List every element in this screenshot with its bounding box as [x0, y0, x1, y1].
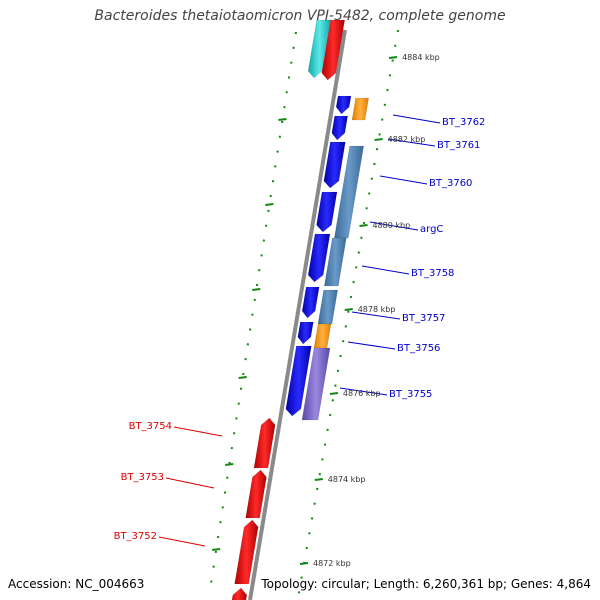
- feature-purple-3755[interactable]: [301, 347, 331, 421]
- topology-text: Topology: circular; Length: 6,260,361 bp…: [261, 577, 591, 591]
- ruler-tick-label: 4882 kbp: [387, 135, 426, 144]
- inner-major-tick: [388, 56, 398, 59]
- ruler-tick-label: 4876 kbp: [342, 389, 381, 398]
- genome-title: Bacteroides thetaiotaomicron VPI-5482, c…: [94, 8, 506, 24]
- outer-major-tick: [225, 463, 234, 466]
- cds-blue-3760b[interactable]: [316, 191, 338, 233]
- gene-leader-line: [165, 477, 215, 489]
- gene-leader-line: [347, 341, 396, 350]
- cds-blue-3756[interactable]: [297, 321, 314, 345]
- genome-backbone: [248, 29, 347, 600]
- ruler-tick-label: 4872 kbp: [312, 559, 351, 568]
- feature-steelblue-argC[interactable]: [324, 237, 347, 287]
- inner-major-tick: [359, 224, 368, 227]
- inner-major-tick: [314, 478, 323, 481]
- cds-blue-3755[interactable]: [285, 345, 312, 417]
- inner-ruler-dots: [297, 29, 399, 599]
- cds-red-3754[interactable]: [253, 417, 276, 469]
- feature-orange-3756[interactable]: [313, 323, 332, 349]
- gene-leader-line: [158, 536, 206, 547]
- accession-text: Accession: NC_004663: [8, 577, 145, 591]
- cds-blue-3760a[interactable]: [323, 141, 346, 189]
- outer-major-tick: [252, 288, 261, 291]
- gene-label-bt-3761[interactable]: BT_3761: [437, 140, 481, 151]
- cds-cyan-top[interactable]: [307, 19, 331, 79]
- gene-leader-line: [369, 221, 419, 231]
- cds-blue-3761[interactable]: [331, 115, 348, 141]
- gene-label-bt-3756[interactable]: BT_3756: [397, 343, 441, 354]
- gene-label-bt-3758[interactable]: BT_3758: [411, 268, 455, 279]
- cds-blue-argC[interactable]: [307, 233, 331, 283]
- gene-leader-line: [379, 175, 428, 185]
- gene-leader-line: [351, 311, 401, 320]
- gene-label-bt-3757[interactable]: BT_3757: [402, 313, 446, 324]
- feature-steelblue-3757[interactable]: [317, 289, 338, 325]
- gene-leader-line: [361, 265, 410, 275]
- cds-blue-3762[interactable]: [335, 95, 352, 115]
- ruler-tick-label: 4878 kbp: [357, 305, 396, 314]
- gene-leader-line: [339, 387, 388, 396]
- ruler-tick-label: 4884 kbp: [402, 53, 440, 62]
- cds-red-3753[interactable]: [245, 469, 267, 519]
- gene-label-bt-3762[interactable]: BT_3762: [442, 117, 486, 128]
- ruler-tick-label: 4874 kbp: [327, 475, 366, 484]
- gene-label-bt-3753[interactable]: BT_3753: [120, 472, 164, 483]
- outer-major-tick: [278, 118, 287, 121]
- ruler-tick-label: 4880 kbp: [372, 221, 411, 230]
- outer-major-tick: [212, 548, 221, 551]
- gene-label-bt-3752[interactable]: BT_3752: [113, 531, 157, 542]
- gene-label-bt-3754[interactable]: BT_3754: [128, 421, 172, 432]
- inner-major-tick: [344, 308, 353, 311]
- outer-major-tick: [265, 203, 274, 206]
- gene-leader-line: [173, 426, 223, 437]
- gene-leader-line: [392, 114, 441, 124]
- cds-red-bottom[interactable]: [229, 587, 248, 600]
- gene-label-argc[interactable]: argC: [420, 224, 444, 235]
- feature-steelblue-3760[interactable]: [334, 145, 364, 239]
- gene-leader-line: [387, 138, 436, 147]
- feature-orange-3762[interactable]: [351, 97, 369, 121]
- cds-red-3752[interactable]: [234, 519, 259, 585]
- cds-blue-3757[interactable]: [301, 286, 320, 319]
- inner-major-tick: [374, 138, 383, 141]
- gene-label-bt-3760[interactable]: BT_3760: [429, 178, 473, 189]
- gene-label-bt-3755[interactable]: BT_3755: [389, 389, 433, 400]
- inner-major-tick: [329, 392, 339, 395]
- inner-major-tick: [299, 562, 309, 565]
- outer-major-tick: [238, 376, 247, 379]
- cds-red-top[interactable]: [321, 19, 345, 81]
